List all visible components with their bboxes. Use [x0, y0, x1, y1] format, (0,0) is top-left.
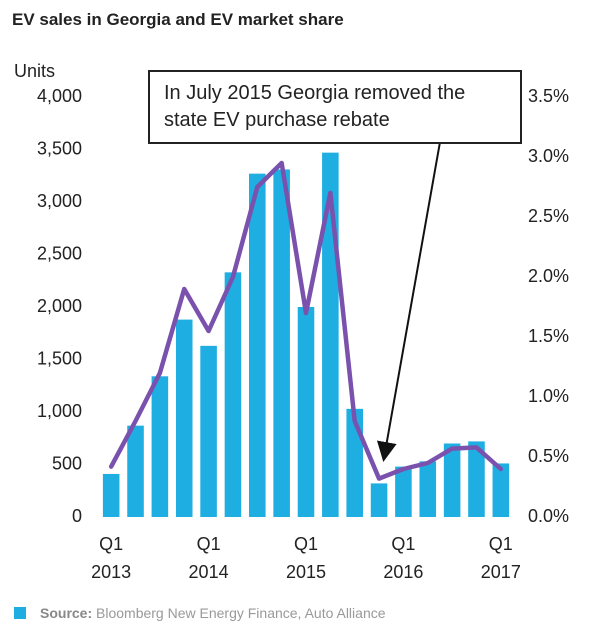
bar: [273, 169, 290, 517]
bar: [102, 473, 120, 517]
source-marker: [14, 607, 26, 619]
y2-tick-label: 1.5%: [528, 326, 569, 346]
y2-tick-label: 3.0%: [528, 146, 569, 166]
bar: [175, 319, 193, 517]
bar: [297, 307, 315, 517]
x-tick-label: Q1 2016: [383, 534, 424, 582]
x-tick-label: Q1 2014: [188, 534, 229, 582]
bar: [370, 483, 388, 517]
bar: [395, 466, 412, 517]
bar: [468, 441, 485, 517]
bar: [249, 173, 266, 517]
y-tick-label: 2,000: [37, 296, 82, 316]
y-tick-label: 3,000: [37, 191, 82, 211]
y-axis-label: Units: [14, 61, 55, 81]
source-text: Bloomberg New Energy Finance, Auto Allia…: [96, 605, 386, 621]
source-label: Source:: [40, 605, 93, 621]
y2-tick-label: 0.5%: [528, 446, 569, 466]
bar: [492, 463, 510, 517]
bar: [151, 376, 169, 517]
bar: [127, 425, 144, 517]
source: Source: Bloomberg New Energy Finance, Au…: [14, 605, 386, 621]
y2-tick-label: 2.5%: [528, 206, 569, 226]
y-tick-label: 2,500: [37, 243, 82, 263]
x-tick-label: Q1 2017: [480, 534, 521, 582]
y2-tick-label: 3.5%: [528, 86, 569, 106]
line: [108, 160, 504, 481]
y-tick-label: 3,500: [37, 138, 82, 158]
x-tick-label: Q1 2013: [91, 534, 132, 582]
bar: [419, 461, 437, 517]
y-tick-label: 1,000: [37, 401, 82, 421]
y2-tick-label: 1.0%: [528, 386, 569, 406]
bar: [200, 345, 217, 517]
annotation: In July 2015 Georgia removed the state E…: [148, 70, 522, 144]
y-tick-label: 4,000: [37, 86, 82, 106]
x-tick-label: Q1 2015: [285, 534, 327, 582]
bar: [224, 272, 242, 517]
y-tick-label: 0: [72, 506, 82, 526]
y2-tick-label: 2.0%: [528, 266, 569, 286]
bar: [443, 443, 461, 517]
y2-tick-label: 0.0%: [528, 506, 569, 526]
y-tick-label: 500: [52, 453, 82, 473]
annotation-arrow: [376, 141, 441, 462]
chart-title: EV sales in Georgia and EV market share: [12, 10, 344, 29]
y-tick-label: 1,500: [37, 348, 82, 368]
